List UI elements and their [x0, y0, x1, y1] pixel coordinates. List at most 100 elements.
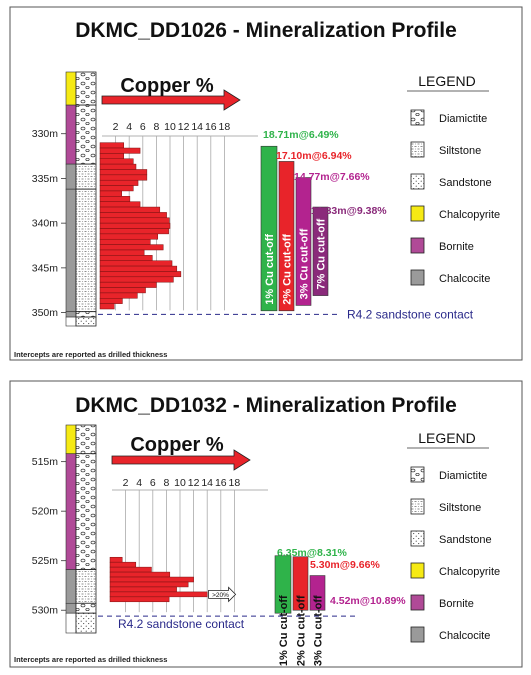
mineral-segment [65, 453, 77, 570]
copper-bar [99, 249, 145, 256]
copper-bar [99, 185, 134, 192]
x-tick-label: 16 [205, 121, 217, 133]
profile-panel-2: DKMC_DD1032 - Mineralization Profile Copp… [9, 380, 523, 668]
copper-bar [99, 158, 134, 165]
contact-label: R4.2 sandstone contact [118, 617, 245, 631]
copper-bar [99, 287, 146, 294]
depth-tick-label: 350m [32, 307, 59, 319]
legend-swatch-bornite [410, 237, 425, 254]
copper-bar [109, 591, 208, 598]
legend-swatch-chalcocite [410, 626, 425, 643]
legend: LEGEND Diamictite Siltstone Sandstone Chalco… [407, 73, 500, 286]
mineral-segment [65, 569, 77, 604]
copper-bar [109, 561, 137, 568]
mineral-segment [65, 104, 77, 165]
x-tick-label: 6 [150, 477, 156, 489]
intercept-label: 6.35m@8.31% [277, 547, 347, 559]
legend-item-label: Sandstone [439, 177, 492, 189]
legend-item-label: Sandstone [439, 534, 492, 546]
depth-tick-label: 330m [32, 128, 59, 140]
mineral-segment [65, 163, 77, 190]
x-tick-label: 2 [123, 477, 129, 489]
x-tick-label: 12 [188, 477, 200, 489]
lithology-segment [75, 104, 97, 165]
intercept-label: 17.10m@6.94% [276, 150, 352, 162]
cutoff-label: 2% Cu cut-off [282, 234, 294, 305]
x-tick-label: 8 [153, 121, 159, 133]
copper-bar [99, 196, 131, 202]
copper-bar [99, 222, 171, 229]
legend-swatch-sandstone [410, 530, 425, 547]
copper-bar [99, 201, 141, 208]
x-tick-label: 6 [140, 121, 146, 133]
legend-swatch-siltstone [410, 498, 425, 515]
profile-panel-1: DKMC_DD1026 - Mineralization Profile Copp… [9, 6, 523, 361]
cutoff-label: 2% Cu cut-off [296, 595, 308, 666]
copper-bar [109, 556, 123, 563]
mineral-segment [65, 311, 77, 318]
legend-item-label: Siltstone [439, 502, 481, 514]
cutoff-label: 1% Cu cut-off [278, 595, 290, 666]
legend-item-label: Bornite [439, 598, 474, 610]
copper-bar [109, 566, 152, 573]
chart-title: DKMC_DD1032 - Mineralization Profile [75, 394, 457, 417]
copper-bar [99, 244, 164, 251]
cutoff-label: 7% Cu cut-off [316, 218, 328, 289]
legend: LEGEND Diamictite Siltstone Sandstone Chalco… [407, 430, 500, 643]
depth-tick-label: 530m [32, 605, 59, 617]
copper-bar [99, 298, 123, 304]
x-tick-label: 14 [201, 477, 213, 489]
x-axis-label: Copper % [130, 434, 224, 456]
intercept-bar [312, 206, 329, 296]
legend-swatch-diamictite [410, 109, 425, 126]
depth-tick-label: 515m [32, 456, 59, 468]
x-tick-label: 18 [229, 477, 241, 489]
mineral-segment [65, 602, 77, 614]
x-axis-label: Copper % [120, 75, 214, 97]
copper-bar [99, 147, 141, 154]
x-tick-label: 10 [174, 477, 186, 489]
x-tick-label: 12 [178, 121, 190, 133]
depth-tick-label: 345m [32, 262, 59, 274]
lithology-segment [75, 71, 97, 106]
legend-item-label: Chalcopyrite [439, 566, 500, 578]
legend-item-label: Chalcocite [439, 630, 490, 642]
x-tick-label: 2 [113, 121, 119, 133]
overflow-label: >20% [212, 592, 229, 599]
x-tick-label: 4 [126, 121, 132, 133]
copper-bar [99, 163, 137, 170]
copper-bar [99, 271, 182, 278]
copper-bar [109, 576, 194, 583]
copper-bar [109, 586, 177, 593]
copper-bar [99, 206, 161, 213]
lithology-segment [75, 569, 97, 604]
copper-arrow-icon [111, 449, 251, 471]
legend-item-label: Diamictite [439, 113, 487, 125]
contact-label: R4.2 sandstone contact [347, 307, 474, 321]
overflow-arrow-icon [208, 586, 237, 603]
legend-swatch-chalcopyrite [410, 562, 425, 579]
depth-tick-label: 340m [32, 218, 59, 230]
copper-bar [99, 228, 169, 235]
legend-item-label: Chalcopyrite [439, 209, 500, 221]
mineral-segment [65, 188, 77, 312]
copper-bar [99, 281, 157, 288]
x-tick-label: 8 [163, 477, 169, 489]
legend-item-label: Siltstone [439, 145, 481, 157]
copper-bar [99, 169, 148, 176]
legend-swatch-siltstone [410, 141, 425, 158]
legend-item-label: Bornite [439, 241, 474, 253]
copper-bar [99, 292, 138, 299]
intercept-bar [295, 177, 312, 306]
copper-arrow-icon [101, 89, 241, 111]
depth-tick-label: 520m [32, 506, 59, 518]
copper-bar [99, 217, 170, 224]
legend-title: LEGEND [418, 73, 476, 89]
copper-bar [99, 153, 125, 160]
cutoff-label: 1% Cu cut-off [264, 234, 276, 305]
legend-swatch-diamictite [410, 466, 425, 483]
x-tick-label: 18 [219, 121, 231, 133]
lithology-segment [75, 316, 97, 327]
intercept-bar [292, 556, 309, 611]
